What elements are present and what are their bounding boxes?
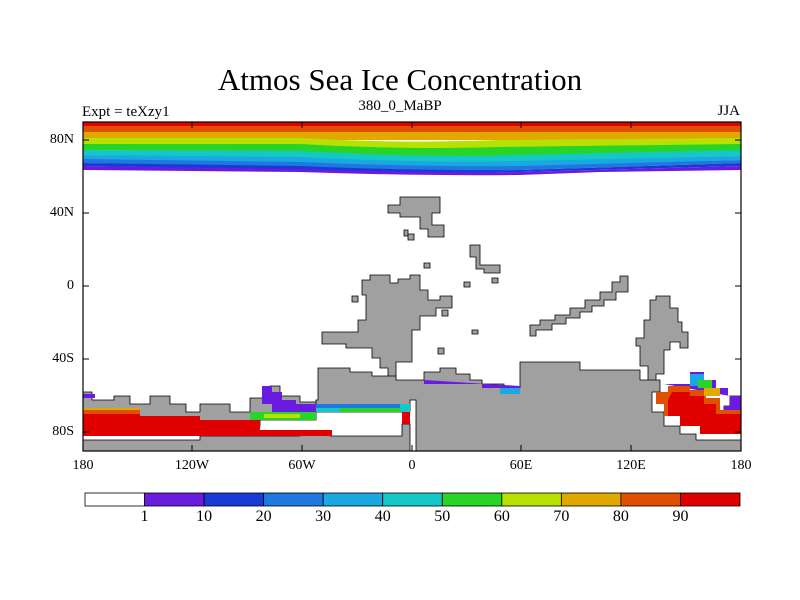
colorbar-swatch xyxy=(203,492,265,507)
colorbar-label: 30 xyxy=(315,508,332,525)
lat-label-40s: 40S xyxy=(52,351,74,366)
colorbar-label: 10 xyxy=(196,508,213,525)
experiment-label: Expt = teXzy1 xyxy=(82,104,170,120)
lat-label-40n: 40N xyxy=(49,205,74,220)
colorbar-swatch xyxy=(144,492,205,507)
colorbar-swatch xyxy=(382,492,443,507)
lon-label-180e: 180 xyxy=(730,458,752,473)
colorbar-label: 1 xyxy=(140,508,149,525)
colorbar-swatch xyxy=(620,492,681,507)
lon-label-180w: 180 xyxy=(72,458,94,473)
colorbar-label: 80 xyxy=(612,508,629,525)
colorbar-label: 90 xyxy=(672,508,689,525)
colorbar-swatch xyxy=(322,492,384,507)
lon-label-0: 0 xyxy=(408,458,416,473)
colorbar-swatch xyxy=(501,492,562,507)
lat-label-80s: 80S xyxy=(52,424,74,439)
colorbar-swatch xyxy=(680,492,741,507)
antarctic-sea-ice xyxy=(83,372,741,436)
colorbar-label: 40 xyxy=(374,508,391,525)
colorbar-label: 70 xyxy=(553,508,570,525)
season-label: JJA xyxy=(717,103,740,119)
lon-label-120e: 120E xyxy=(616,458,646,473)
colorbar-swatch xyxy=(560,492,622,507)
lon-label-120w: 120W xyxy=(174,458,210,473)
colorbar-label: 50 xyxy=(434,508,451,525)
lat-label-0: 0 xyxy=(67,278,74,293)
colorbar xyxy=(84,492,741,507)
lon-label-60w: 60W xyxy=(288,458,316,473)
colorbar-swatch xyxy=(263,492,324,507)
lon-label-60e: 60E xyxy=(509,458,533,473)
lat-label-80n: 80N xyxy=(49,132,74,147)
arctic-sea-ice xyxy=(83,122,741,176)
map-subtitle: 380_0_MaBP xyxy=(358,98,442,114)
axis-ticks xyxy=(83,122,741,451)
colorbar-swatch xyxy=(84,492,145,507)
colorbar-label: 60 xyxy=(493,508,510,525)
colorbar-label: 20 xyxy=(255,508,272,525)
map-title: Atmos Sea Ice Concentration xyxy=(217,62,583,97)
colorbar-swatch xyxy=(441,492,503,507)
